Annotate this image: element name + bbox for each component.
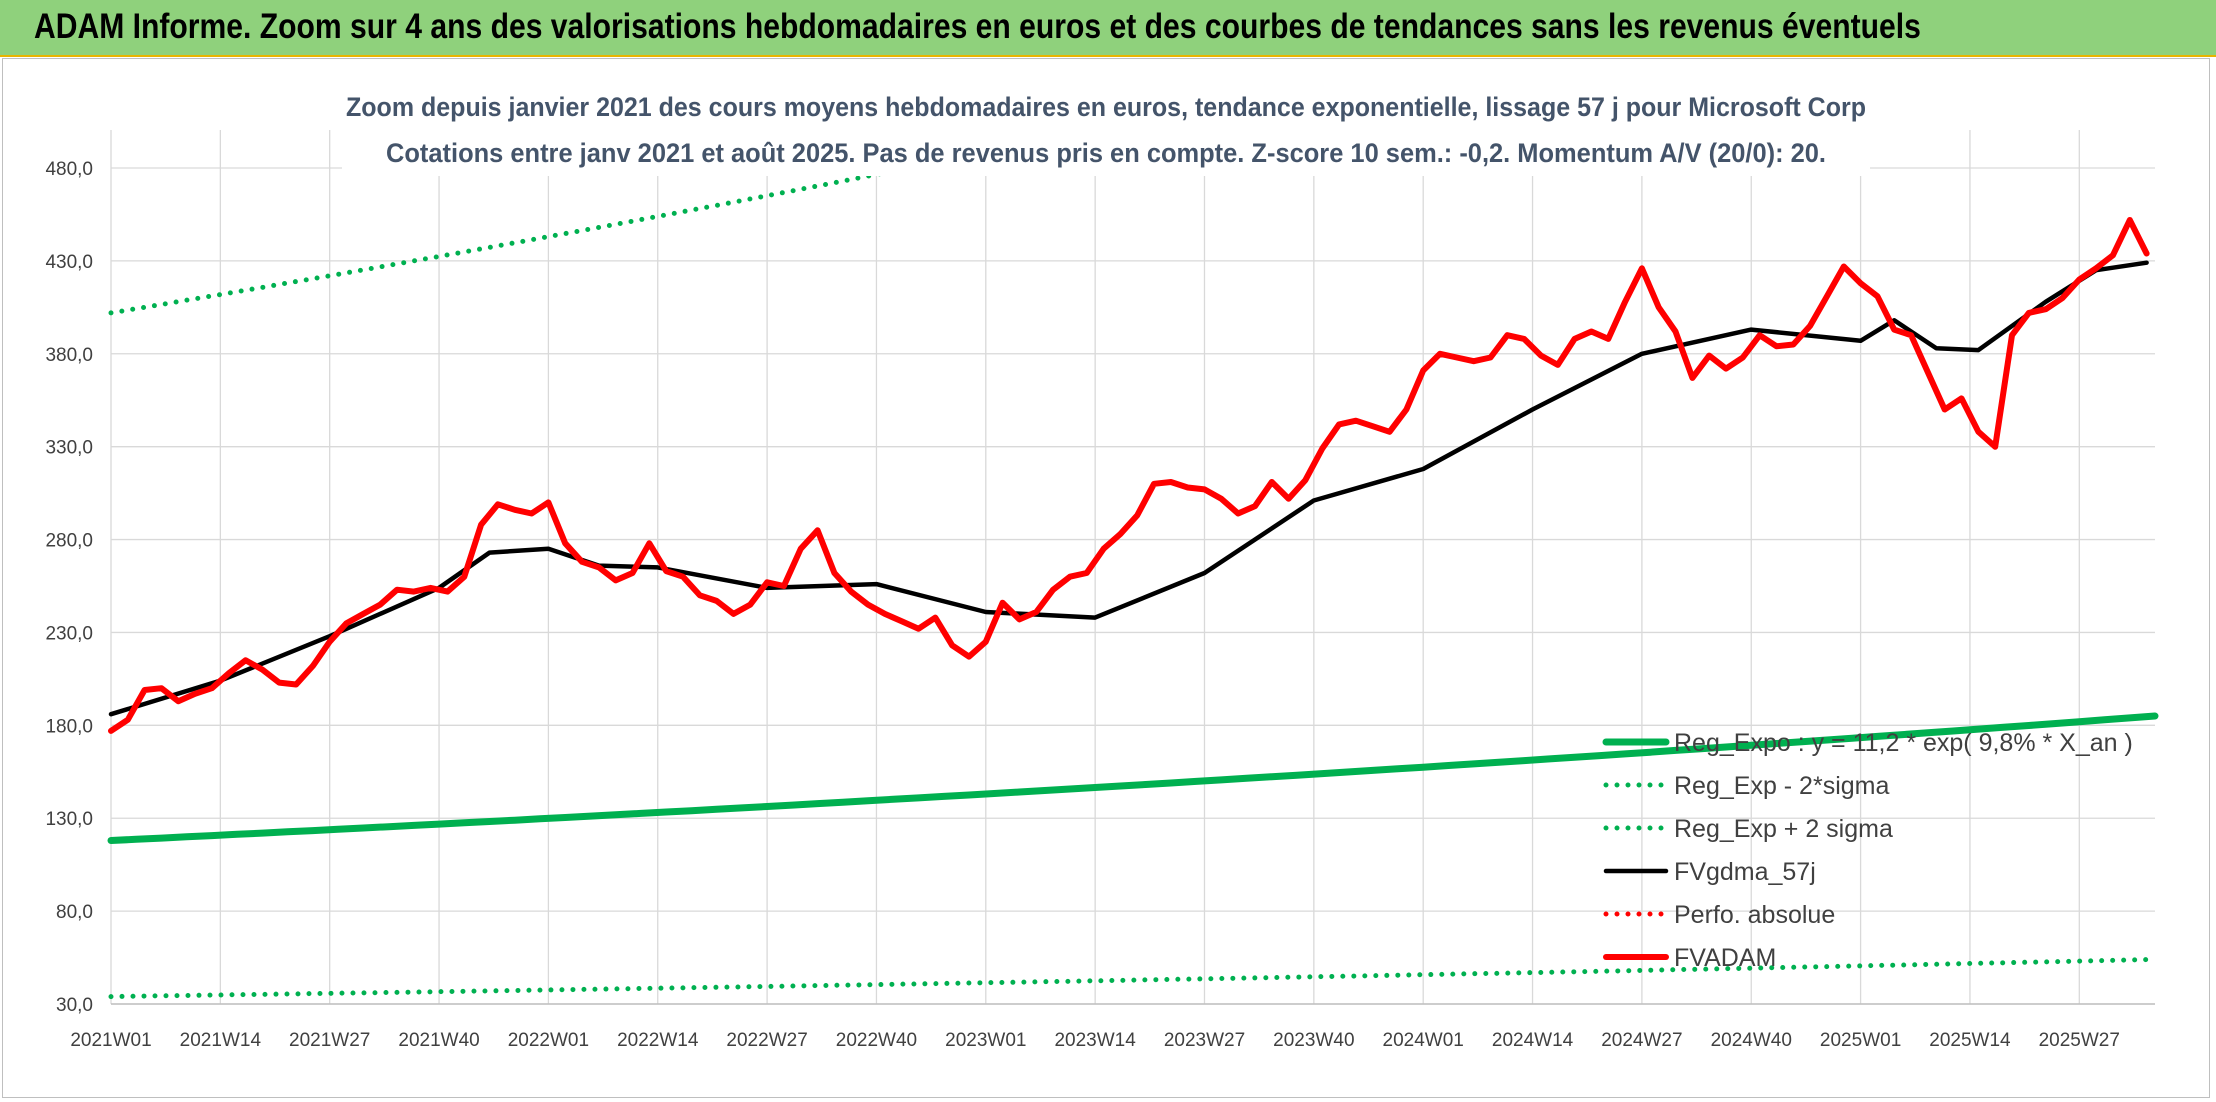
x-tick-label: 2021W01	[70, 1030, 151, 1051]
title-background	[342, 86, 1870, 176]
y-tick-label: 280,0	[45, 531, 93, 552]
axis-labels: 30,0 80,0 130,0 180,0 230,0 280,0 330,0 380,0 43…	[45, 159, 2120, 1051]
chart-frame	[2, 58, 2210, 1098]
series-line-0	[107, 712, 2159, 844]
x-tick-label: 2022W01	[508, 1030, 589, 1051]
legend-label: Reg_Exp + 2 sigma	[1674, 815, 1893, 843]
x-tick-label: 2024W27	[1601, 1030, 1682, 1051]
x-tick-label: 2024W14	[1492, 1030, 1574, 1051]
series-line-3	[108, 260, 2149, 717]
report-banner: ADAM Informe. Zoom sur 4 ans des valoris…	[0, 0, 2216, 57]
y-tick-label: 430,0	[45, 252, 93, 273]
chart-grid	[110, 130, 2155, 1005]
x-tick-label: 2022W27	[726, 1030, 807, 1051]
y-tick-label: 380,0	[45, 345, 93, 366]
y-tick-label: 230,0	[45, 623, 93, 644]
x-tick-label: 2021W40	[398, 1030, 479, 1051]
x-tick-label: 2025W01	[1820, 1030, 1901, 1051]
legend-label: Perfo. absolue	[1674, 901, 1835, 929]
legend-label: Reg_Exp - 2*sigma	[1674, 772, 1889, 800]
x-tick-label: 2023W01	[945, 1030, 1026, 1051]
x-tick-label: 2025W14	[1929, 1030, 2011, 1051]
x-tick-label: 2022W40	[836, 1030, 917, 1051]
x-tick-label: 2022W14	[617, 1030, 699, 1051]
x-tick-label: 2023W40	[1273, 1030, 1354, 1051]
chart-legend: Reg_Expo : y = 11,2 * exp( 9,8% * X_an )…	[1602, 729, 2133, 972]
chart-title-block: Zoom depuis janvier 2021 des cours moyen…	[342, 86, 1870, 176]
y-tick-label: 330,0	[45, 438, 93, 459]
series-line-1	[108, 956, 2158, 1000]
report-title: ADAM Informe. Zoom sur 4 ans des valoris…	[34, 7, 1921, 46]
legend-label: Reg_Expo : y = 11,2 * exp( 9,8% * X_an )	[1674, 729, 2133, 757]
y-tick-label: 130,0	[45, 809, 93, 830]
chart-title: Zoom depuis janvier 2021 des cours moyen…	[346, 92, 1866, 122]
x-tick-label: 2023W14	[1054, 1030, 1136, 1051]
chart-subtitle: Cotations entre janv 2021 et août 2025. …	[386, 138, 1826, 168]
y-tick-label: 480,0	[45, 159, 93, 180]
x-tick-label: 2024W40	[1711, 1030, 1792, 1051]
x-tick-label: 2021W14	[180, 1030, 262, 1051]
x-tick-label: 2021W27	[289, 1030, 370, 1051]
y-tick-label: 80,0	[56, 902, 93, 923]
series-line-5	[108, 217, 2150, 734]
y-tick-label: 30,0	[56, 995, 93, 1016]
x-tick-label: 2023W27	[1164, 1030, 1245, 1051]
x-tick-label: 2024W01	[1383, 1030, 1464, 1051]
y-tick-label: 180,0	[45, 716, 93, 737]
legend-label: FVADAM	[1674, 944, 1776, 972]
legend-label: FVgdma_57j	[1674, 858, 1816, 886]
series-layer	[107, 118, 2159, 1000]
x-tick-label: 2025W27	[2039, 1030, 2120, 1051]
